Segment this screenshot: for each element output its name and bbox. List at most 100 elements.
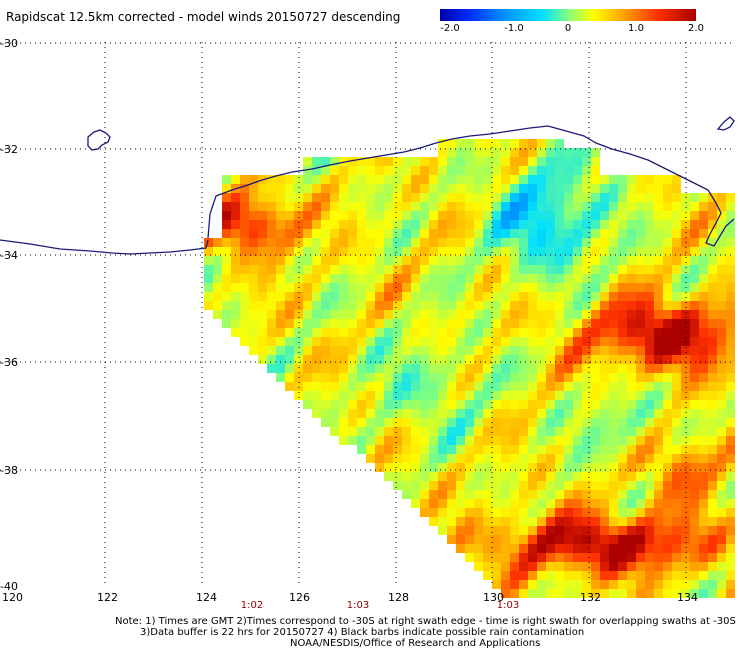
swath-cell (465, 355, 474, 364)
swath-cell (654, 445, 663, 454)
swath-cell (591, 445, 600, 454)
swath-cell (438, 274, 447, 283)
swath-cell (474, 157, 483, 166)
swath-cell (627, 211, 636, 220)
swath-cell (294, 274, 303, 283)
swath-cell (393, 418, 402, 427)
swath-cell (357, 247, 366, 256)
swath-cell (420, 184, 429, 193)
swath-cell (393, 175, 402, 184)
swath-cell (384, 175, 393, 184)
swath-cell (240, 337, 249, 346)
swath-cell (447, 337, 456, 346)
swath-cell (627, 427, 636, 436)
swath-cell (546, 535, 555, 544)
swath-cell (546, 562, 555, 571)
swath-cell (222, 274, 231, 283)
swath-cell (690, 292, 699, 301)
swath-cell (663, 229, 672, 238)
swath-cell (456, 499, 465, 508)
swath-cell (375, 400, 384, 409)
swath-cell (645, 508, 654, 517)
swath-cell (348, 436, 357, 445)
swath-cell (564, 274, 573, 283)
swath-cell (438, 256, 447, 265)
swath-cell (555, 571, 564, 580)
swath-cell (519, 238, 528, 247)
swath-cell (618, 238, 627, 247)
swath-cell (582, 517, 591, 526)
swath-cell (600, 238, 609, 247)
swath-cell (609, 499, 618, 508)
swath-cell (474, 373, 483, 382)
swath-cell (672, 391, 681, 400)
swath-cell (465, 409, 474, 418)
swath-cell (222, 184, 231, 193)
swath-cell (447, 346, 456, 355)
swath-cell (645, 283, 654, 292)
swath-cell (663, 535, 672, 544)
swath-cell (654, 193, 663, 202)
swath-cell (366, 454, 375, 463)
swath-cell (240, 319, 249, 328)
swath-cell (420, 256, 429, 265)
swath-cell (618, 193, 627, 202)
swath-cell (591, 310, 600, 319)
swath-cell (393, 229, 402, 238)
swath-cell (483, 256, 492, 265)
swath-cell (375, 418, 384, 427)
swath-cell (654, 562, 663, 571)
swath-cell (465, 463, 474, 472)
swath-cell (384, 292, 393, 301)
swath-cell (456, 454, 465, 463)
swath-cell (501, 274, 510, 283)
swath-cell (564, 508, 573, 517)
swath-cell (465, 481, 474, 490)
swath-cell (492, 148, 501, 157)
swath-cell (717, 364, 726, 373)
swath-cell (348, 319, 357, 328)
swath-cell (267, 175, 276, 184)
swath-cell (483, 166, 492, 175)
swath-cell (357, 373, 366, 382)
swath-cell (609, 517, 618, 526)
swath-cell (699, 481, 708, 490)
swath-cell (564, 283, 573, 292)
swath-cell (528, 337, 537, 346)
swath-cell (564, 292, 573, 301)
swath-cell (375, 166, 384, 175)
swath-cell (429, 292, 438, 301)
swath-cell (456, 184, 465, 193)
swath-cell (276, 220, 285, 229)
swath-cell (564, 418, 573, 427)
swath-cell (636, 571, 645, 580)
swath-cell (717, 337, 726, 346)
swath-cell (474, 238, 483, 247)
swath-cell (483, 535, 492, 544)
swath-cell (393, 166, 402, 175)
swath-cell (717, 589, 726, 598)
lon-label: 130 (483, 591, 504, 604)
swath-cell (654, 220, 663, 229)
swath-cell (375, 409, 384, 418)
swath-cell (627, 301, 636, 310)
swath-cell (537, 337, 546, 346)
swath-cell (591, 553, 600, 562)
swath-cell (501, 454, 510, 463)
swath-cell (402, 292, 411, 301)
swath-cell (528, 427, 537, 436)
swath-cell (537, 265, 546, 274)
swath-cell (411, 373, 420, 382)
swath-cell (663, 571, 672, 580)
swath-cell (357, 418, 366, 427)
swath-cell (636, 409, 645, 418)
swath-cell (312, 292, 321, 301)
swath-cell (384, 472, 393, 481)
swath-cell (528, 166, 537, 175)
swath-cell (258, 283, 267, 292)
swath-cell (474, 184, 483, 193)
swath-cell (438, 292, 447, 301)
swath-cell (636, 364, 645, 373)
swath-cell (375, 175, 384, 184)
swath-cell (618, 517, 627, 526)
